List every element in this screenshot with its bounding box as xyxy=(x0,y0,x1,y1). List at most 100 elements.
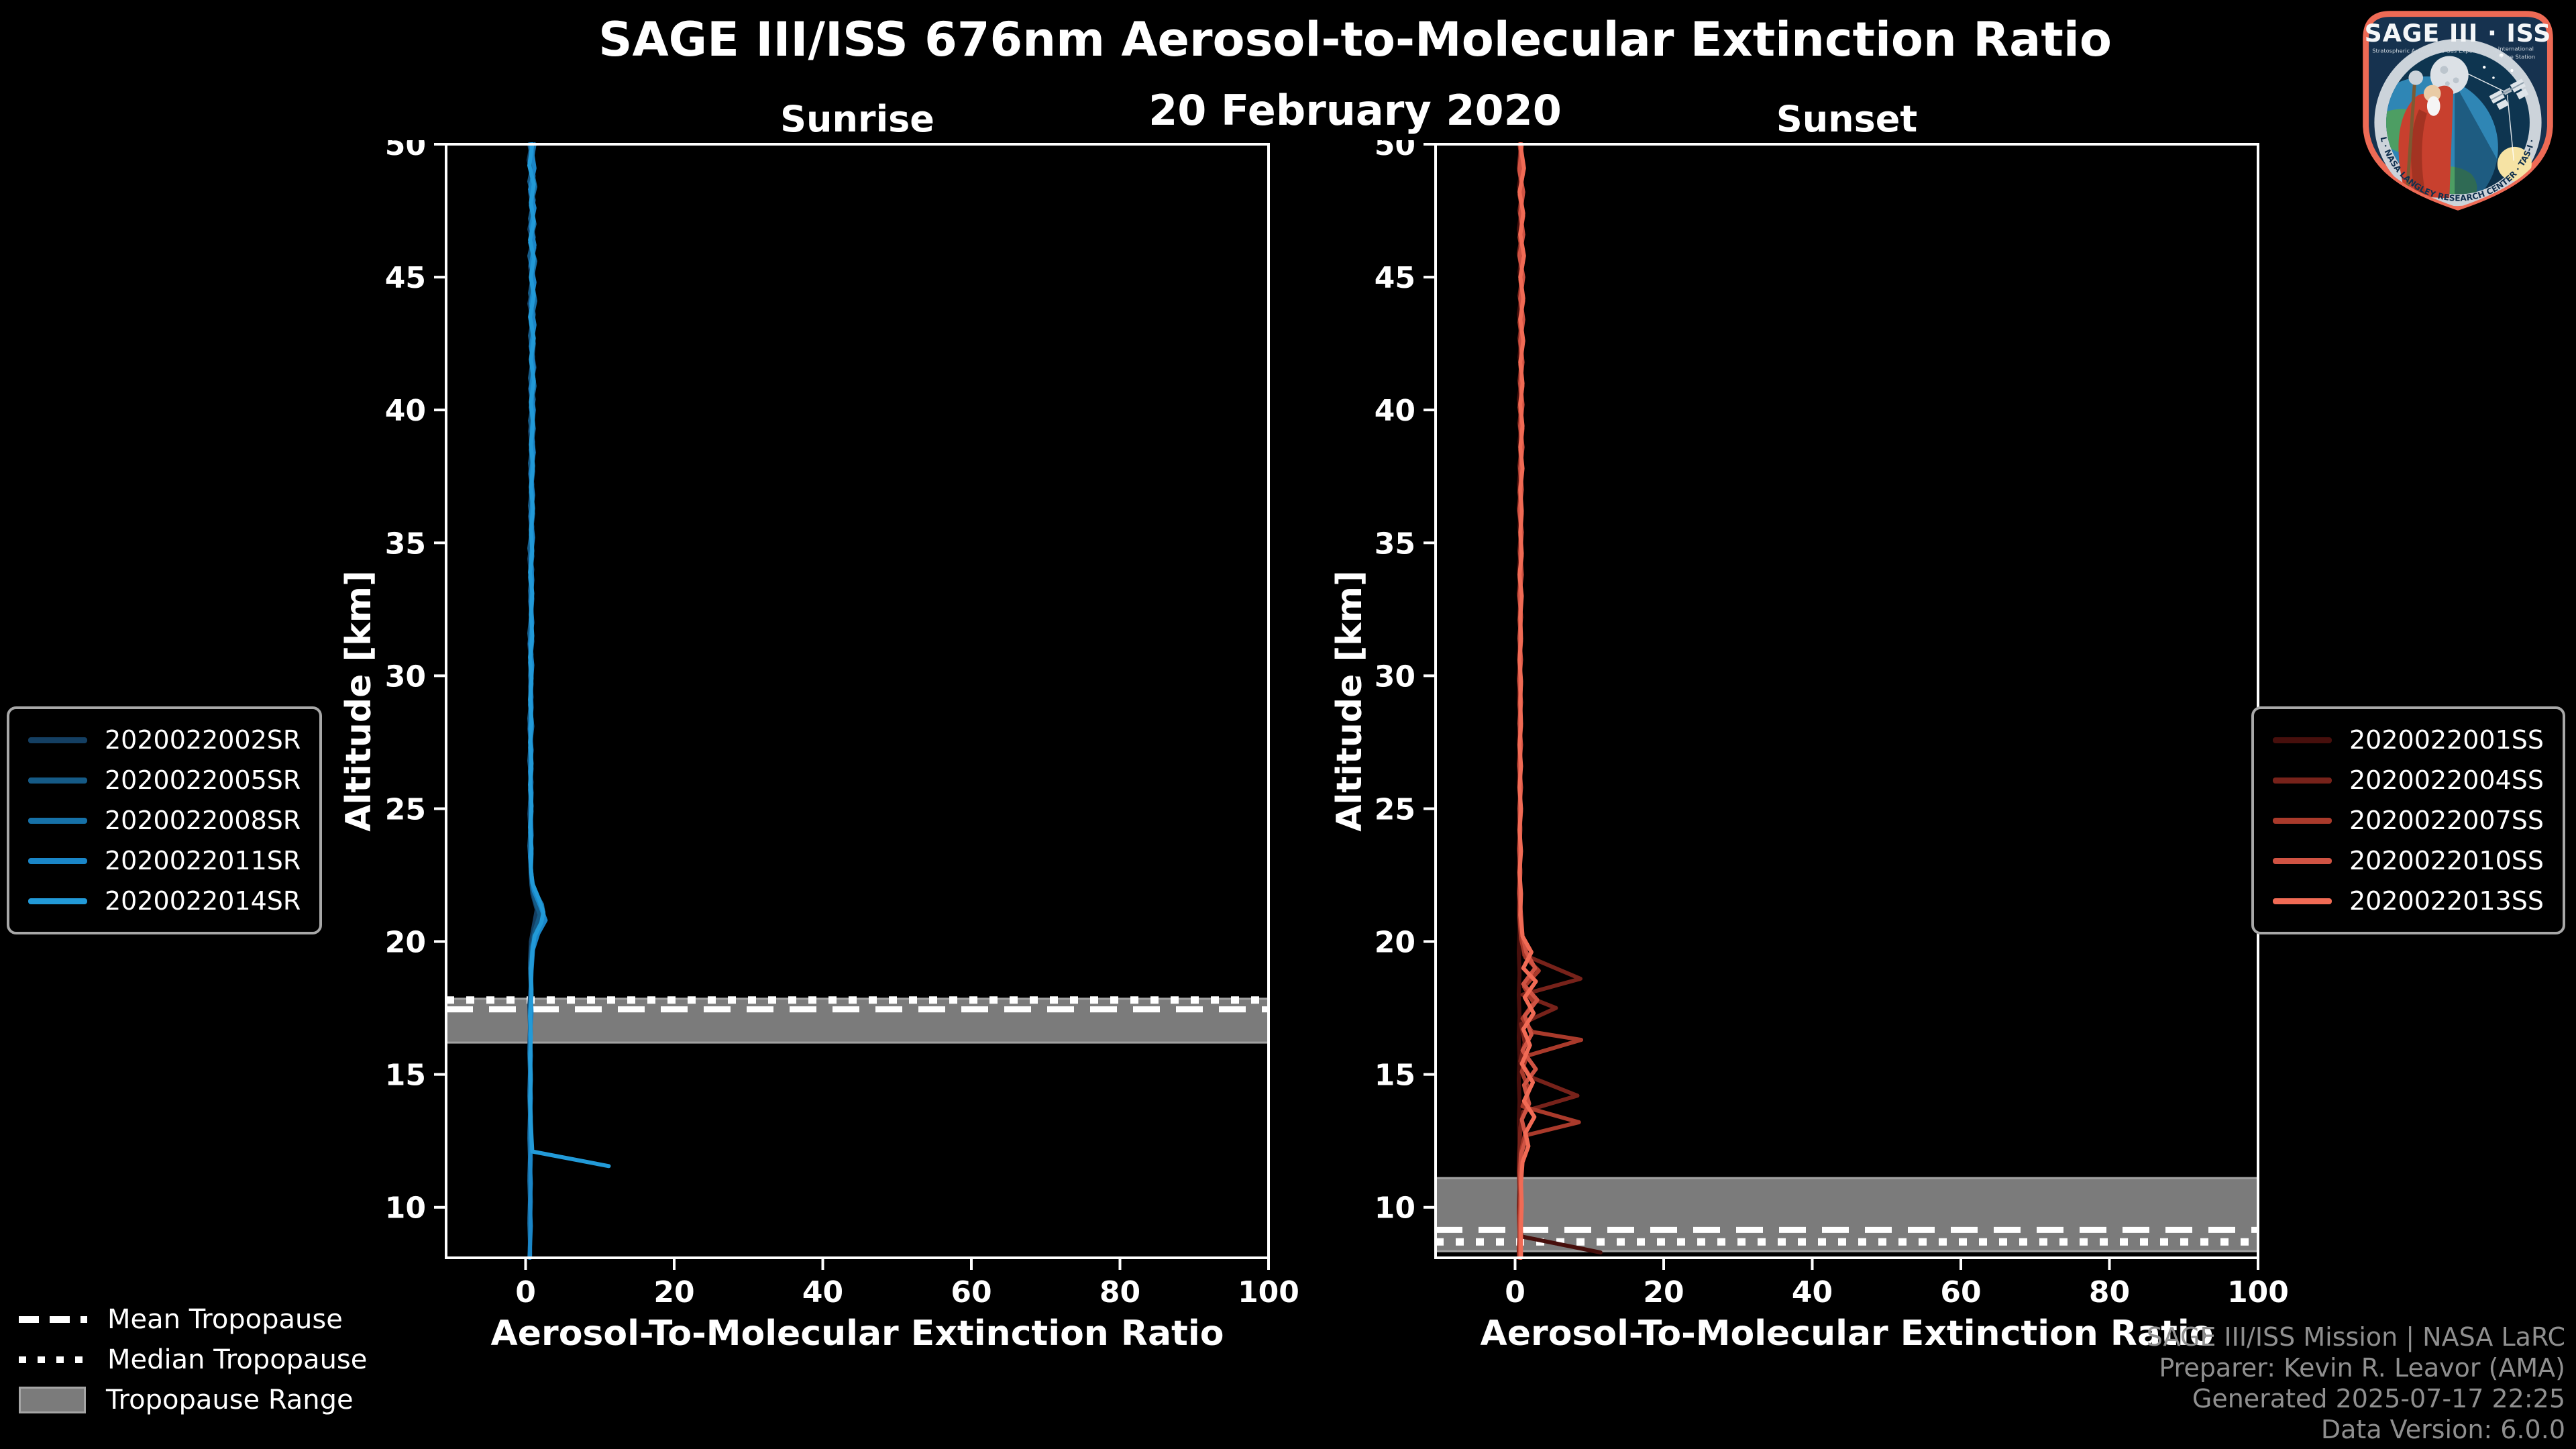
y-tick-label: 30 xyxy=(385,659,426,694)
legend-label: 2020022004SS xyxy=(2349,765,2544,795)
patch-figure xyxy=(2398,70,2454,199)
plot-border xyxy=(445,143,1270,1259)
legend-line-swatch xyxy=(2272,777,2332,784)
legend-item: 2020022014SR xyxy=(28,886,301,916)
sunrise-x-axis-label: Aerosol-To-Molecular Extinction Ratio xyxy=(490,1313,1224,1354)
x-tick-label: 80 xyxy=(2089,1275,2130,1309)
legend-line-swatch xyxy=(2272,817,2332,824)
legend-line-swatch xyxy=(2272,737,2332,743)
legend-label: 2020022014SR xyxy=(105,886,301,916)
legend-item: 2020022004SS xyxy=(2272,765,2544,795)
x-tick-label: 40 xyxy=(802,1275,843,1309)
patch-stars xyxy=(2483,53,2514,79)
tropopause-range-legend-item: Tropopause Range xyxy=(19,1385,367,1415)
y-tick-label: 45 xyxy=(385,261,426,295)
footer-preparer-line: Preparer: Kevin R. Leavor (AMA) xyxy=(2159,1353,2565,1383)
y-tick-label: 30 xyxy=(1375,659,1415,694)
footer-mission-line: SAGE III/ISS Mission | NASA LaRC xyxy=(2146,1322,2565,1352)
moon-crater xyxy=(2440,66,2449,74)
footer-generated-line: Generated 2025-07-17 22:25 xyxy=(2192,1384,2565,1413)
legend-line-swatch xyxy=(28,777,87,784)
x-tick-label: 60 xyxy=(1940,1275,1981,1309)
tropopause-range-label: Tropopause Range xyxy=(106,1385,354,1415)
occultation-rays xyxy=(2467,73,2515,161)
tropopause-legend: Mean Tropopause Median Tropopause Tropop… xyxy=(19,1304,368,1415)
legend-label: 2020022001SS xyxy=(2349,725,2544,755)
x-tick-label: 80 xyxy=(1099,1275,1140,1309)
plot-border xyxy=(1434,143,2259,1259)
y-tick-label: 40 xyxy=(385,394,426,428)
moon-crater xyxy=(2445,81,2450,87)
x-tick-label: 40 xyxy=(1792,1275,1833,1309)
y-tick-label: 35 xyxy=(1375,527,1415,561)
legend-item: 2020022011SR xyxy=(28,846,301,875)
patch-sun xyxy=(2497,146,2532,181)
patch-subtitle-right-1: International xyxy=(2498,46,2534,52)
y-tick-label: 15 xyxy=(1375,1059,1415,1093)
tropopause-range-band xyxy=(446,998,1269,1043)
legend-line-swatch xyxy=(28,817,87,824)
x-tick-label: 100 xyxy=(1238,1275,1299,1309)
profile-line-2020022014SR xyxy=(527,142,611,1169)
patch-moon xyxy=(2430,56,2469,95)
sunset-plot: 0 20 40 60 80 100 50 45 40 35 30 25 20 15 10 xyxy=(1375,140,2289,1309)
sunrise-plot: 0 20 40 60 80 100 50 45 40 35 30 25 20 15 10 xyxy=(385,140,1299,1309)
y-tick-label: 10 xyxy=(385,1191,426,1226)
legend-item: 2020022001SS xyxy=(2272,725,2544,755)
legend-item: 2020022013SS xyxy=(2272,886,2544,916)
x-tick-label: 100 xyxy=(2227,1275,2289,1309)
mean-tropopause-legend-item: Mean Tropopause xyxy=(19,1304,367,1335)
y-tick-label: 15 xyxy=(385,1059,426,1093)
median-tropopause-legend-item: Median Tropopause xyxy=(19,1344,368,1375)
range-band-swatch xyxy=(19,1387,86,1413)
x-tick-label: 60 xyxy=(951,1275,991,1309)
y-tick-label: 50 xyxy=(1375,140,1415,162)
x-tick-label: 20 xyxy=(653,1275,694,1309)
legend-line-swatch xyxy=(28,898,87,904)
legend-label: 2020022002SR xyxy=(105,725,301,755)
sunrise-legend: 2020022002SR 2020022005SR 2020022008SR 2020… xyxy=(7,706,323,934)
mission-patch-logo-icon: SAGE III · ISS Stratospheric Aerosol and… xyxy=(2346,0,2553,211)
moon-crater xyxy=(2453,77,2459,84)
patch-title: SAGE III · ISS xyxy=(2365,19,2552,48)
y-tick-label: 25 xyxy=(1375,792,1415,826)
footer-credits: SAGE III/ISS Mission | NASA LaRC Prepare… xyxy=(2147,1322,2565,1445)
legend-item: 2020022010SS xyxy=(2272,846,2544,875)
legend-line-swatch xyxy=(2272,857,2332,864)
legend-line-swatch xyxy=(2272,898,2332,904)
legend-line-swatch xyxy=(28,857,87,864)
x-tick-label: 0 xyxy=(515,1275,536,1309)
legend-label: 2020022008SR xyxy=(105,806,301,835)
y-tick-label: 45 xyxy=(1375,261,1415,295)
y-tick-label: 25 xyxy=(385,792,426,826)
legend-label: 2020022005SR xyxy=(105,765,301,795)
dotted-line-swatch xyxy=(19,1356,87,1363)
y-tick-label: 10 xyxy=(1375,1191,1415,1226)
legend-item: 2020022007SS xyxy=(2272,806,2544,835)
date-subtitle: 20 February 2020 xyxy=(1148,86,1562,135)
sunset-panel-title: Sunset xyxy=(1776,98,1918,140)
legend-label: 2020022013SS xyxy=(2349,886,2544,916)
y-tick-label: 20 xyxy=(385,926,426,960)
legend-item: 2020022005SR xyxy=(28,765,301,795)
sage-iii-iss-mission-patch: SAGE III · ISS Stratospheric Aerosol and… xyxy=(2346,0,2569,212)
sunset-x-axis-label: Aerosol-To-Molecular Extinction Ratio xyxy=(1480,1313,2214,1354)
profile-line-2020022013SS xyxy=(1517,142,1538,1260)
legend-label: 2020022010SS xyxy=(2349,846,2544,875)
legend-line-swatch xyxy=(28,737,87,743)
mean-tropopause-label: Mean Tropopause xyxy=(107,1304,343,1335)
y-tick-label: 20 xyxy=(1375,926,1415,960)
x-tick-label: 20 xyxy=(1643,1275,1684,1309)
page-title: SAGE III/ISS 676nm Aerosol-to-Molecular … xyxy=(598,12,2112,67)
y-tick-label: 40 xyxy=(1375,394,1415,428)
y-tick-label: 35 xyxy=(385,527,426,561)
patch-subtitle-left: Stratospheric Aerosol and Gas Experiment… xyxy=(2372,48,2498,54)
legend-item: 2020022008SR xyxy=(28,806,301,835)
patch-subtitle-right-2: Space Station xyxy=(2497,53,2536,60)
legend-label: 2020022011SR xyxy=(105,846,301,875)
sunrise-panel-title: Sunrise xyxy=(780,98,934,140)
footer-version-line: Data Version: 6.0.0 xyxy=(2320,1415,2565,1444)
median-tropopause-label: Median Tropopause xyxy=(107,1344,368,1375)
iss-icon xyxy=(2489,78,2529,110)
